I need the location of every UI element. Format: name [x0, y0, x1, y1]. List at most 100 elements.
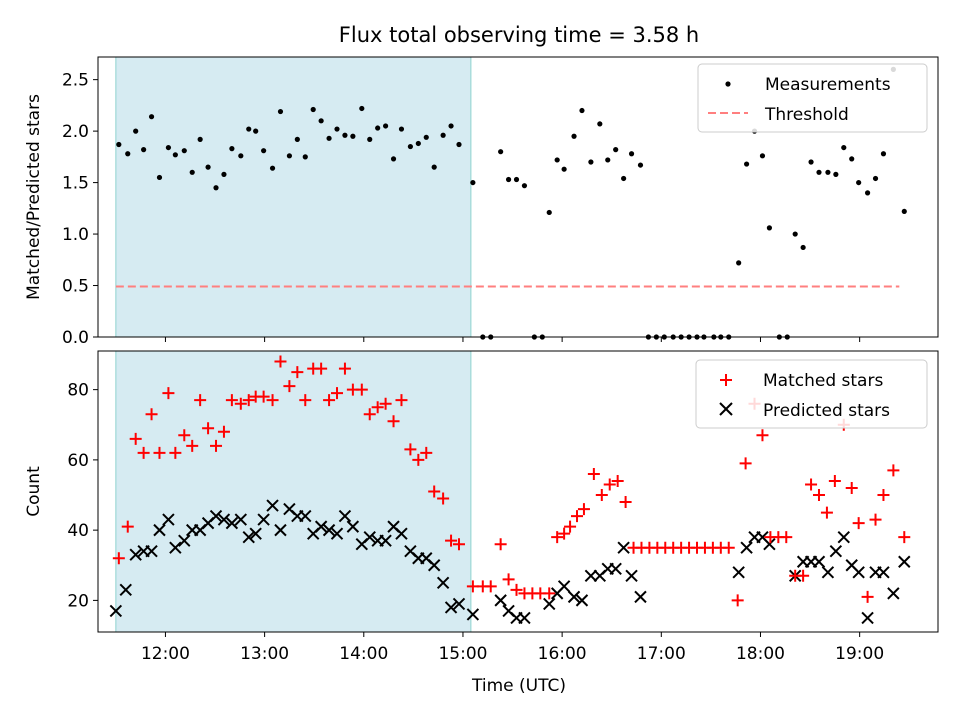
- predicted-star-point: [109, 604, 123, 618]
- measurement-point: [613, 147, 619, 153]
- matched-star-point: [242, 394, 255, 407]
- y-tick-label: 40: [67, 521, 89, 541]
- measurement-point: [456, 141, 462, 148]
- matched-star-point: [611, 474, 624, 487]
- count-x-axis: 12:00 13:00 14:00 15:00 16:00 17:00 18:00 19:00: [141, 632, 884, 664]
- measurement-point: [334, 126, 340, 132]
- predicted-star-point: [209, 509, 223, 523]
- measurement-point: [189, 169, 195, 175]
- matched-star-point: [217, 425, 230, 438]
- count-legend: Matched stars Predicted stars: [695, 359, 928, 429]
- measurement-point: [766, 225, 773, 231]
- matched-star-point: [315, 362, 328, 375]
- predicted-star-point: [732, 566, 745, 579]
- matched-star-point: [194, 394, 207, 407]
- legend-measurement-marker: [725, 81, 731, 87]
- predicted-star-point: [338, 509, 352, 523]
- measurement-point: [864, 190, 871, 196]
- matched-star-point: [129, 432, 142, 445]
- measurement-point: [849, 156, 855, 162]
- predicted-star-point: [145, 545, 158, 558]
- predicted-star-point: [129, 548, 142, 561]
- measurement-point: [759, 153, 766, 159]
- matched-star-point: [137, 446, 150, 459]
- measurement-point: [872, 175, 879, 182]
- matched-star-point: [283, 380, 296, 393]
- chart-title: Flux total observing time = 3.58 h: [339, 23, 699, 47]
- matched-star-point: [299, 394, 312, 407]
- predicted-star-point: [518, 611, 531, 625]
- matched-star-point: [845, 481, 858, 494]
- matched-star-point: [452, 538, 465, 551]
- measurement-point: [269, 165, 276, 171]
- observing-window-shade: [115, 350, 472, 633]
- matched-star-point: [404, 443, 417, 456]
- measurement-point: [498, 149, 504, 155]
- measurement-point: [792, 231, 798, 237]
- measurement-point: [856, 179, 862, 186]
- measurement-point: [342, 132, 348, 138]
- measurement-point: [621, 175, 627, 182]
- measurement-point: [141, 147, 147, 153]
- matched-star-point: [428, 485, 441, 498]
- measurement-point: [579, 107, 585, 114]
- matched-star-point: [861, 590, 874, 603]
- matched-star-point: [564, 520, 577, 533]
- measurement-point: [326, 135, 332, 141]
- predicted-star-point: [322, 523, 336, 537]
- measurement-point: [546, 209, 552, 216]
- measurement-point: [398, 126, 405, 132]
- y-tick-label: 60: [67, 451, 89, 471]
- matched-star-point: [412, 453, 425, 466]
- matched-star-point: [169, 446, 182, 459]
- matched-star-point: [731, 594, 744, 607]
- measurement-point: [261, 148, 267, 154]
- predicted-star-point: [898, 555, 911, 568]
- measurement-point: [246, 126, 252, 132]
- matched-star-point: [112, 552, 125, 565]
- ratio-legend-box: [697, 63, 928, 133]
- matched-star-point: [274, 355, 287, 368]
- y-tick-label: 0.5: [62, 277, 89, 297]
- measurement-point: [302, 154, 308, 160]
- predicted-star-point: [494, 594, 507, 607]
- matched-star-point: [234, 397, 247, 410]
- predicted-star-point: [242, 530, 255, 544]
- matched-star-point: [571, 510, 584, 523]
- ratio-legend: Measurements Threshold: [697, 63, 928, 133]
- ratio-x-ticks: [164, 337, 861, 342]
- measurement-point: [808, 159, 814, 165]
- measurement-point: [841, 144, 847, 151]
- measurement-point: [133, 128, 139, 134]
- measurement-point: [383, 123, 389, 129]
- measurement-point: [238, 153, 244, 159]
- measurement-point: [571, 133, 577, 139]
- predicted-star-point: [257, 513, 270, 526]
- matched-star-point: [331, 387, 344, 400]
- measurement-point: [901, 208, 907, 215]
- predicted-star-point: [452, 597, 466, 611]
- predicted-star-point: [299, 509, 312, 523]
- matched-star-point: [619, 496, 632, 509]
- x-tick-label: 18:00: [736, 644, 785, 664]
- matched-star-point: [828, 474, 841, 487]
- measurement-point: [205, 164, 211, 170]
- measurement-point: [407, 143, 413, 150]
- predicted-star-point: [153, 523, 166, 537]
- measurement-point: [367, 136, 373, 142]
- measurement-point: [310, 106, 316, 113]
- measurement-point: [116, 141, 122, 148]
- matched-star-point: [543, 587, 556, 600]
- matched-star-point: [603, 478, 616, 491]
- matched-star-point: [877, 489, 890, 502]
- predicted-star-points: [109, 499, 911, 625]
- ratio-y-label: Matched/Predicted stars: [24, 94, 44, 300]
- predicted-star-point: [740, 541, 753, 554]
- measurement-point: [597, 121, 603, 127]
- matched-star-point: [379, 397, 392, 410]
- matched-star-point: [577, 503, 590, 516]
- measurement-point: [148, 114, 155, 120]
- matched-star-point: [202, 422, 215, 435]
- measurement-point: [221, 171, 227, 177]
- matched-star-point: [797, 569, 810, 582]
